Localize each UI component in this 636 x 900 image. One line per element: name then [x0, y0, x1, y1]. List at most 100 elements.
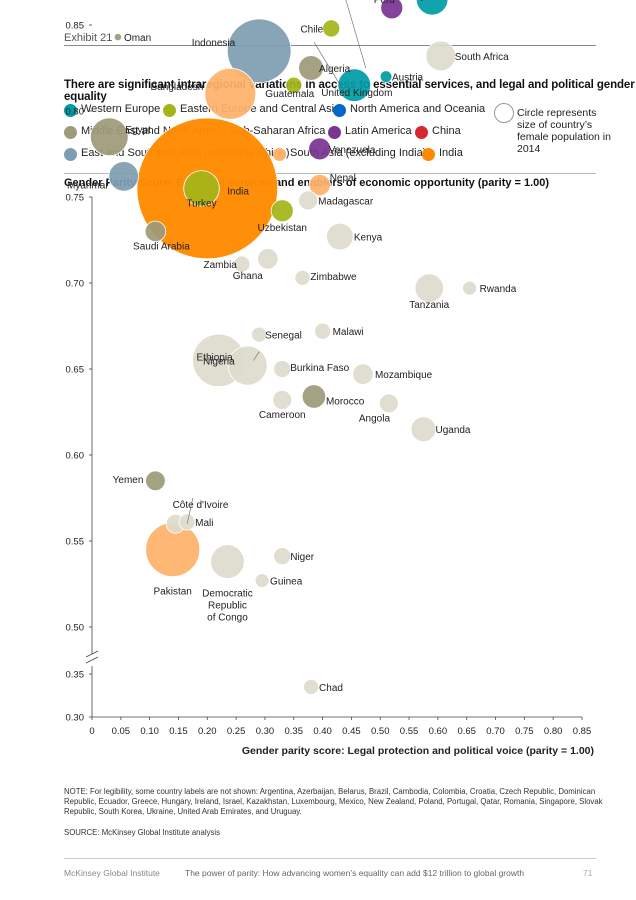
label-ethiopia: Ethiopia: [197, 353, 234, 364]
bubble-guinea: [254, 573, 270, 588]
x-tick-label: 0.15: [169, 726, 188, 737]
label-south-africa: South Africa: [455, 52, 509, 63]
label-peru: Peru: [374, 0, 395, 6]
bubble-malawi: [314, 322, 332, 340]
bubble-indonesia: [226, 18, 292, 84]
y-tick-label: 0.80: [66, 107, 85, 118]
legend-label-5: Latin America: [345, 125, 412, 137]
legend-swatch-2: [333, 104, 346, 117]
legend-swatch-5: [328, 126, 341, 139]
x-tick-label: 0.20: [198, 726, 217, 737]
bubble-zimbabwe: [294, 269, 311, 286]
label-egypt: Egypt: [125, 125, 151, 136]
label-senegal: Senegal: [265, 331, 302, 342]
bubble-democratic-republic-of-congo: [210, 544, 245, 579]
label-democratic-republic-of-congo-3: of Congo: [207, 613, 248, 624]
label-kenya: Kenya: [354, 233, 383, 244]
label-nigeria: Nigeria: [203, 356, 235, 367]
label-austria: Austria: [392, 73, 424, 84]
size-legend-circle-icon: [494, 103, 514, 123]
bubble-myanmar: [108, 161, 139, 192]
footer-brand: McKinsey Global Institute: [64, 868, 160, 878]
x-tick-label: 0.35: [285, 726, 304, 737]
bubble-italy: [415, 0, 449, 16]
label-chad: Chad: [319, 683, 343, 694]
x-tick-label: 0.40: [313, 726, 332, 737]
bubble-tanzania: [414, 273, 444, 303]
label-c-te-d-ivoire: Côte d'Ivoire: [173, 500, 229, 511]
label-cameroon: Cameroon: [259, 410, 306, 421]
label-mozambique: Mozambique: [375, 370, 433, 381]
label-guatemala: Guatemala: [265, 89, 314, 100]
legend-swatch-9: [422, 148, 435, 161]
legend-swatch-6: [415, 126, 428, 139]
bubble-mali: [178, 513, 196, 531]
label-malawi: Malawi: [333, 327, 364, 338]
bubble-guatemala: [285, 76, 303, 94]
x-tick-label: 0.25: [227, 726, 246, 737]
bubble-ethiopia: [227, 345, 268, 386]
y-tick-label: 0.65: [66, 365, 85, 376]
bubble-chile: [322, 19, 341, 38]
label-mali: Mali: [195, 518, 213, 529]
x-tick-label: 0.60: [429, 726, 448, 737]
bubble-niger: [273, 547, 292, 566]
top-rule: [64, 45, 596, 46]
legend-rule: [64, 173, 596, 174]
bubble-south-africa: [425, 40, 456, 72]
bubble-kenya: [326, 222, 354, 251]
label-democratic-republic-of-congo: Democratic: [202, 589, 253, 600]
x-tick-label: 0.65: [457, 726, 476, 737]
label-nepal: Nepal: [330, 173, 356, 184]
label-turkey: Turkey: [186, 198, 216, 209]
bubble-zambia: [233, 255, 251, 273]
y-tick-label: 0.60: [66, 451, 85, 462]
bubble-united-kingdom: [337, 68, 372, 102]
x-tick-label: 0.45: [342, 726, 361, 737]
bubble-nepal: [308, 173, 331, 197]
footer-page-number: 71: [583, 868, 593, 878]
bubble-senegal: [251, 326, 268, 343]
label-morocco: Morocco: [326, 397, 365, 408]
y-tick-label: 0.35: [66, 670, 85, 681]
bubble-algeria: [298, 55, 324, 81]
label-venezuela: Venezuela: [329, 145, 376, 156]
leader-line-0: [345, 0, 367, 69]
legend-swatch-8: [273, 148, 286, 161]
label-burkina-faso: Burkina Faso: [290, 363, 349, 374]
legend-swatch-7: [64, 148, 77, 161]
label-india: India: [227, 186, 249, 197]
bubble-uzbekistan: [270, 199, 294, 223]
x-axis-title: Gender parity score: Legal protection an…: [242, 745, 594, 757]
note: NOTE: For legibility, some country label…: [64, 787, 603, 816]
bubble-austria: [379, 70, 393, 83]
label-myanmar: Myanmar: [67, 180, 109, 191]
source: SOURCE: McKinsey Global Institute analys…: [64, 828, 220, 837]
label-guinea: Guinea: [270, 577, 303, 588]
label-united-kingdom: United Kingdom: [321, 88, 392, 99]
label-uganda: Uganda: [435, 425, 470, 436]
label-italy: Italy: [407, 0, 425, 2]
label-madagascar: Madagascar: [318, 196, 374, 207]
footer-doc-title: The power of parity: How advancing women…: [185, 868, 525, 878]
bubble-venezuela: [308, 137, 332, 161]
bubble-madagascar: [298, 190, 319, 211]
y-tick-label: 0.70: [66, 279, 85, 290]
label-rwanda: Rwanda: [480, 284, 517, 295]
bubble-bangladesh: [204, 67, 257, 120]
x-tick-label: 0.70: [486, 726, 505, 737]
label-saudi-arabia: Saudi Arabia: [133, 241, 190, 252]
bubble-burkina-faso: [273, 360, 292, 378]
leader-line-3: [253, 351, 260, 361]
leader-line-1: [313, 42, 346, 94]
exhibit-number: Exhibit 21: [64, 32, 113, 44]
footer-rule: [64, 858, 596, 859]
label-algeria: Algeria: [319, 64, 351, 75]
bubble-ghana: [257, 248, 279, 270]
legend-swatch-0: [64, 104, 77, 117]
axis-break-icon: [85, 650, 99, 664]
bubble-rwanda: [462, 280, 477, 296]
label-democratic-republic-of-congo-2: Republic: [208, 601, 247, 612]
label-zambia: Zambia: [204, 260, 238, 271]
bubble-chad: [303, 678, 319, 695]
